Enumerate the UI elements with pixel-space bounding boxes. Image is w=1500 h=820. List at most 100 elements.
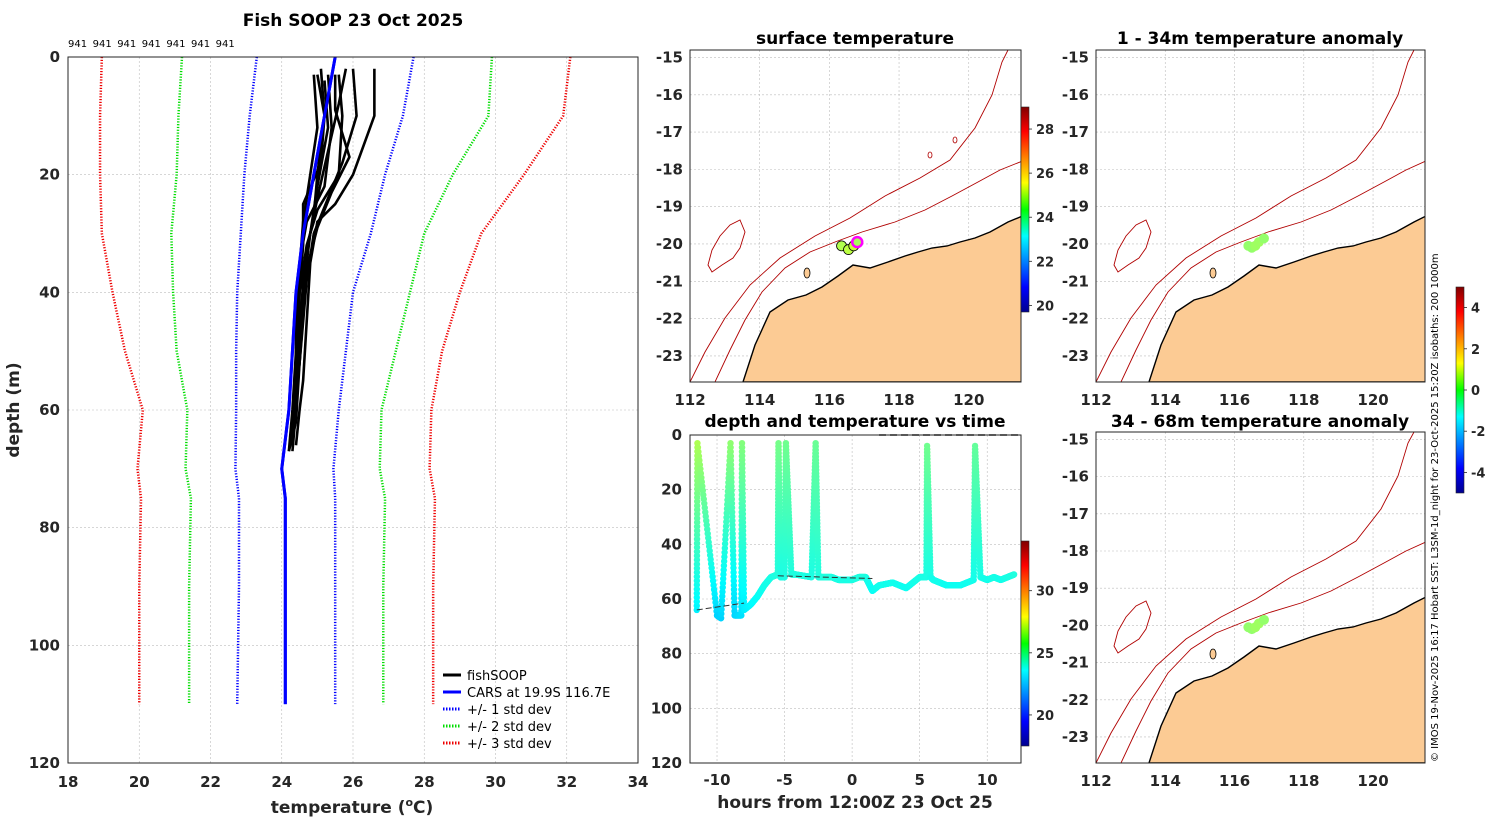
depth-time-xtick-label: 10 <box>977 771 998 789</box>
profile-top-label: 941 <box>191 39 210 50</box>
map-xtick-label: 120 <box>1357 772 1388 790</box>
anomaly-34-68-yticks: -15 -16 -17 -18 -19 -20 -21 -22 -23 <box>1062 430 1089 746</box>
surface-isobath-1000m <box>690 50 1009 382</box>
profile-xtick-label: 30 <box>485 773 506 791</box>
map-xtick-label: 118 <box>1288 391 1319 409</box>
depth-time-ytick-label: 20 <box>661 481 682 499</box>
map-xtick-label: 112 <box>1080 391 1111 409</box>
anomaly-colorbar-ticks: -4 -2 0 2 4 <box>1464 302 1485 481</box>
surface-map-panel: surface temperature 112 114 116 118 120 -15-… <box>656 29 1054 409</box>
depth-time-ytick-label: 100 <box>651 699 682 717</box>
profile-ytick-label: 20 <box>39 166 60 184</box>
profile-series-line <box>234 56 259 705</box>
anomaly-34-68-points <box>1243 614 1269 635</box>
profile-ytick-label: 60 <box>39 401 60 419</box>
map-ytick-label: -17 <box>656 123 683 141</box>
profile-ytick-label: 80 <box>39 519 60 537</box>
surface-map-title: surface temperature <box>756 29 954 49</box>
map-xtick-label: 118 <box>883 391 914 409</box>
surface-land <box>742 215 1021 382</box>
anomaly-1-34-island-rowley <box>1113 219 1152 273</box>
anomaly-34-68-frame <box>1095 431 1426 764</box>
surface-reef-1 <box>927 151 933 159</box>
depth-time-xtick-label: -5 <box>776 771 793 789</box>
profile-top-label: 941 <box>216 39 235 50</box>
depth-time-xticks: -10 -5 0 5 10 <box>703 771 997 789</box>
profile-series-line <box>378 56 494 705</box>
profile-ytick-label: 0 <box>50 48 60 66</box>
colorbar-tick-label: 25 <box>1036 647 1054 662</box>
colorbar-tick-label: 28 <box>1036 123 1054 138</box>
surface-island-small <box>803 267 811 279</box>
map-ytick-label: -16 <box>656 86 683 104</box>
mean-depth-line <box>696 602 745 611</box>
profile-xtick-label: 28 <box>414 773 435 791</box>
profile-top-label: 941 <box>68 39 87 50</box>
map-ytick-label: -18 <box>1062 542 1089 560</box>
map-ytick-label: -20 <box>1062 616 1089 634</box>
colorbar-tick-label: 2 <box>1471 343 1480 358</box>
profile-xtick-label: 32 <box>556 773 577 791</box>
fish-profile-line <box>291 68 326 428</box>
anomaly-1-34-frame <box>1095 49 1426 383</box>
profile-xlabel: temperature (oC) <box>271 796 434 818</box>
map-ytick-label: -22 <box>1062 691 1089 709</box>
map-xtick-label: 116 <box>814 391 845 409</box>
depth-time-xlabel: hours from 12:00Z 23 Oct 25 <box>717 793 993 813</box>
profile-panel: Fish SOOP 23 Oct 2025 941 941 941 941 941 941… <box>4 11 648 818</box>
anomaly-34-68-panel: 34 - 68m temperature anomaly 112 114 116 11… <box>1062 286 1485 790</box>
map-xtick-label: 120 <box>953 391 984 409</box>
anomaly-34-68-title: 34 - 68m temperature anomaly <box>1111 412 1409 432</box>
map-ytick-label: -22 <box>1062 310 1089 328</box>
profile-ylabel: depth (m) <box>4 362 24 457</box>
map-xtick-label: 118 <box>1288 772 1319 790</box>
surface-isobath-200m <box>714 161 1021 382</box>
map-ytick-label: -19 <box>656 198 683 216</box>
depth-time-track <box>693 440 1018 622</box>
depth-time-xtick-label: 5 <box>914 771 924 789</box>
legend-label-std3: +/- 3 std dev <box>467 737 552 752</box>
colorbar-tick-label: 30 <box>1036 585 1054 600</box>
colorbar-tick-label: -2 <box>1471 425 1485 440</box>
map-ytick-label: -23 <box>1062 347 1089 365</box>
profile-top-label: 941 <box>166 39 185 50</box>
profile-ytick-label: 40 <box>39 283 60 301</box>
map-ytick-label: -21 <box>1062 654 1089 672</box>
map-ytick-label: -20 <box>1062 235 1089 253</box>
depth-time-ytick-label: 120 <box>651 754 682 772</box>
map-point <box>1258 233 1269 244</box>
profile-xtick-label: 22 <box>200 773 221 791</box>
map-ytick-label: -21 <box>656 272 683 290</box>
profile-series-line <box>98 56 145 705</box>
fish-profile-line <box>287 74 351 452</box>
map-xtick-label: 116 <box>1219 391 1250 409</box>
surface-island-rowley <box>707 219 746 273</box>
depth-time-xtick-label: -10 <box>703 771 730 789</box>
colorbar-tick-label: 22 <box>1036 255 1054 270</box>
profile-ytick-label: 120 <box>29 754 60 772</box>
colorbar-tick-label: -4 <box>1471 466 1485 481</box>
map-xtick-label: 112 <box>674 391 705 409</box>
legend-label-std1: +/- 1 std dev <box>467 703 552 718</box>
profile-xtick-label: 24 <box>271 773 292 791</box>
surface-yticks: -15 -16 -17 -18 -19 -20 -21 -22 -23 <box>656 48 683 364</box>
depth-time-panel: depth and temperature vs time -10 -5 0 5 10 … <box>651 412 1054 813</box>
anomaly-1-34-title: 1 - 34m temperature anomaly <box>1117 29 1403 49</box>
anomaly-34-68-xticks: 112 114 116 118 120 <box>1080 772 1388 790</box>
depth-time-xtick-label: 0 <box>847 771 857 789</box>
profile-top-label: 941 <box>142 39 161 50</box>
profile-series-line <box>332 56 415 705</box>
map-point <box>1258 614 1269 625</box>
colorbar-tick-label: 20 <box>1036 299 1054 314</box>
depth-time-colorbar <box>1020 540 1030 747</box>
anomaly-1-34-isobath-1000m <box>1096 50 1415 382</box>
depth-time-yticks: 0 20 40 60 80 100 120 <box>651 426 682 772</box>
anomaly-34-68-isobath-1000m <box>1096 432 1415 763</box>
map-ytick-label: -18 <box>656 160 683 178</box>
anomaly-1-34-island-small <box>1209 267 1217 279</box>
mean-depth-line <box>777 575 873 579</box>
colorbar-tick-label: 4 <box>1471 302 1480 317</box>
profile-xtick-label: 34 <box>628 773 649 791</box>
colorbar-tick-label: 24 <box>1036 211 1054 226</box>
